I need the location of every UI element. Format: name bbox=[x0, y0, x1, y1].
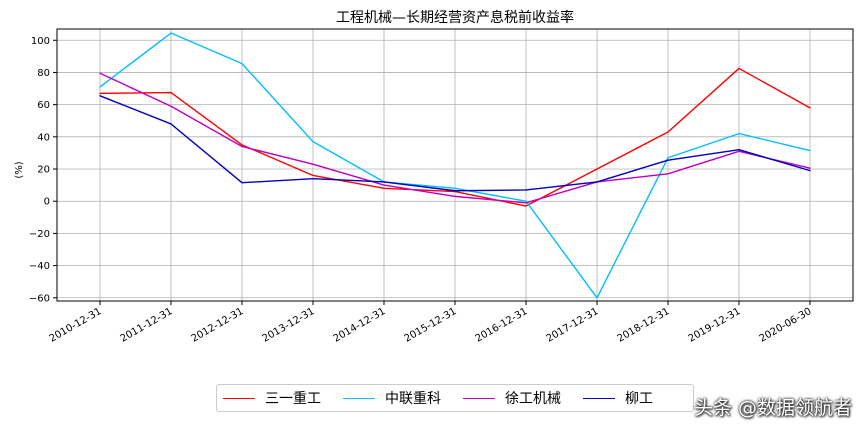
data-point bbox=[809, 107, 811, 109]
y-tick-label: −20 bbox=[29, 229, 50, 240]
data-point bbox=[99, 86, 101, 88]
legend-swatch bbox=[223, 397, 255, 399]
data-point bbox=[312, 140, 314, 143]
x-tick-label: 2020-06-30 bbox=[758, 306, 814, 345]
series-layer bbox=[99, 32, 811, 299]
data-point bbox=[241, 62, 243, 65]
x-tick-label: 2011-12-31 bbox=[119, 306, 175, 345]
data-point bbox=[738, 132, 740, 135]
data-point bbox=[170, 32, 172, 34]
y-tick-label: 40 bbox=[37, 132, 50, 143]
y-tick-label: 80 bbox=[37, 68, 50, 79]
data-point bbox=[809, 167, 811, 169]
legend-swatch bbox=[343, 397, 375, 399]
legend-item: 中联重科 bbox=[343, 388, 441, 408]
data-point bbox=[525, 202, 527, 204]
legend-swatch bbox=[583, 397, 615, 399]
data-point bbox=[170, 91, 172, 94]
data-point bbox=[99, 72, 101, 74]
chart-title: 工程机械—长期经营资产息税前收益率 bbox=[336, 9, 574, 26]
data-point bbox=[241, 145, 243, 148]
legend-item: 三一重工 bbox=[223, 388, 321, 408]
y-tick-label: −60 bbox=[29, 293, 50, 304]
legend-label: 三一重工 bbox=[265, 391, 321, 407]
legend-label: 徐工机械 bbox=[505, 391, 561, 407]
data-point bbox=[809, 169, 811, 172]
data-point bbox=[170, 123, 172, 125]
data-point bbox=[99, 92, 101, 95]
data-point bbox=[525, 205, 527, 207]
data-point bbox=[312, 177, 314, 180]
y-tick-label: −40 bbox=[29, 261, 50, 272]
data-point bbox=[454, 190, 456, 192]
data-point bbox=[383, 187, 385, 190]
watermark: 头条 @数据领航者 bbox=[693, 397, 852, 419]
data-point bbox=[596, 181, 598, 183]
x-tick-label: 2017-12-31 bbox=[545, 306, 601, 345]
data-point bbox=[383, 181, 385, 183]
data-point bbox=[667, 131, 669, 133]
data-point bbox=[99, 95, 101, 97]
x-tick-label: 2010-12-31 bbox=[48, 306, 104, 345]
x-tick-label: 2013-12-31 bbox=[261, 306, 317, 345]
data-point bbox=[170, 105, 172, 107]
data-point bbox=[312, 163, 314, 165]
data-point bbox=[241, 144, 243, 146]
data-point bbox=[738, 149, 740, 151]
legend-swatch bbox=[463, 397, 495, 399]
y-tick-label: 20 bbox=[37, 165, 50, 176]
data-point bbox=[738, 67, 740, 70]
x-tick-label: 2015-12-31 bbox=[403, 306, 459, 345]
legend: 三一重工 中联重科 徐工机械 柳工 bbox=[216, 384, 694, 412]
data-point bbox=[454, 187, 456, 190]
y-tick-label: 60 bbox=[37, 100, 50, 111]
data-point bbox=[312, 174, 314, 177]
data-point bbox=[525, 200, 527, 202]
data-point bbox=[596, 297, 598, 299]
legend-label: 柳工 bbox=[625, 391, 653, 407]
data-point bbox=[667, 173, 669, 175]
x-tick-label: 2014-12-31 bbox=[332, 306, 388, 345]
data-point bbox=[667, 157, 669, 159]
y-tick-label: 100 bbox=[31, 36, 50, 47]
legend-item: 徐工机械 bbox=[463, 388, 561, 408]
x-tick-label: 2018-12-31 bbox=[616, 306, 672, 345]
legend-label: 中联重科 bbox=[385, 391, 441, 407]
x-tick-label: 2012-12-31 bbox=[190, 306, 246, 345]
data-point bbox=[241, 182, 243, 184]
legend-item: 柳工 bbox=[583, 388, 653, 408]
x-tick-label: 2016-12-31 bbox=[474, 306, 530, 345]
data-point bbox=[738, 150, 740, 153]
data-point bbox=[809, 149, 811, 152]
x-tick-label: 2019-12-31 bbox=[687, 306, 743, 345]
data-point bbox=[383, 184, 385, 186]
y-axis-label: (%) bbox=[14, 161, 25, 178]
y-tick-label: 0 bbox=[44, 197, 50, 208]
grid bbox=[57, 29, 853, 301]
data-point bbox=[596, 168, 598, 170]
data-point bbox=[454, 195, 456, 198]
data-point bbox=[525, 189, 527, 191]
data-point bbox=[667, 159, 669, 161]
